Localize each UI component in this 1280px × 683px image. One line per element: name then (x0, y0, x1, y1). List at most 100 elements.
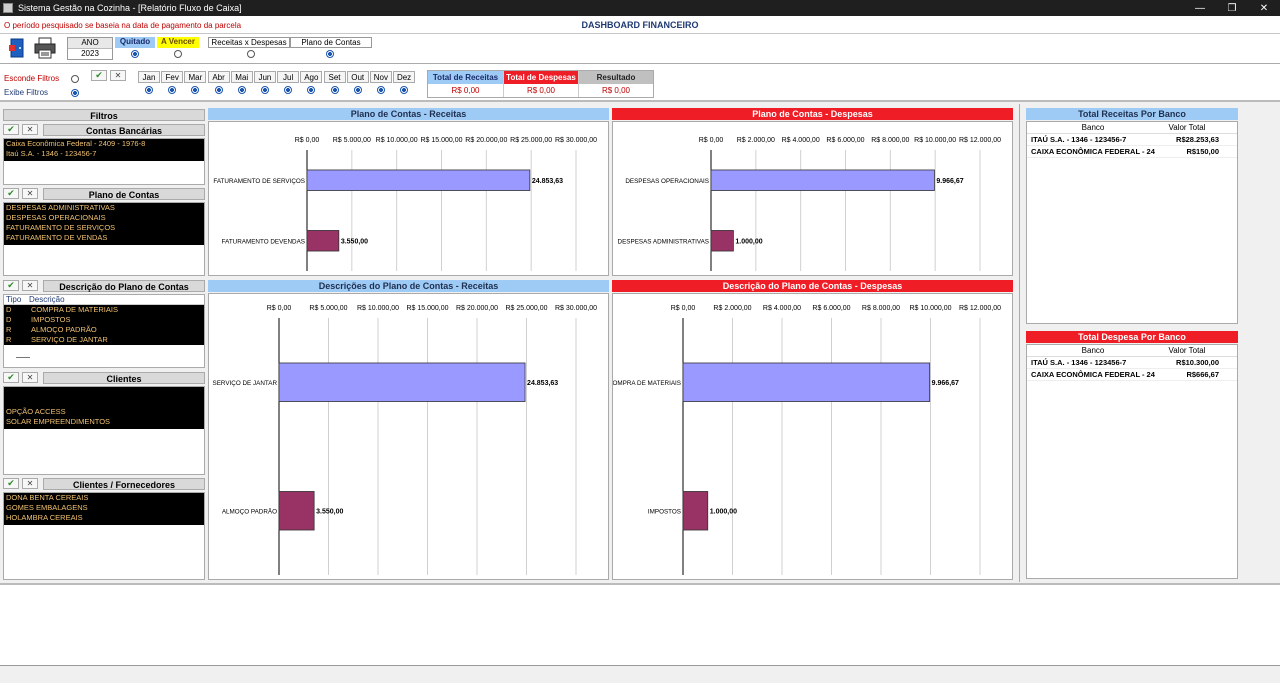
window-titlebar: Sistema Gestão na Cozinha - [Relatório F… (0, 0, 1280, 16)
contas-clear-button[interactable]: ✕ (22, 124, 38, 135)
list-item[interactable]: GOMES EMBALAGENS (6, 503, 88, 512)
table-row[interactable]: ITAÚ S.A. - 1346 - 123456-7 R$10.300,00 (1027, 357, 1237, 369)
month-mai[interactable]: Mai (230, 71, 253, 96)
bar[interactable] (710, 169, 935, 191)
month-radio[interactable] (191, 86, 200, 94)
data-label: 1.000,00 (710, 508, 737, 515)
period-note: O período pesquisado se baseia na data d… (4, 21, 242, 30)
fornecedores-select-all-button[interactable]: ✔ (3, 478, 19, 489)
month-jan[interactable]: Jan (138, 71, 160, 96)
table-row[interactable]: CAIXA ECONÔMICA FEDERAL - 2409 R$150,00 (1027, 146, 1237, 158)
tick-label: R$ 15.000,00 (420, 137, 462, 144)
tick-label: R$ 20.000,00 (465, 137, 507, 144)
bar[interactable] (278, 362, 526, 402)
contas-select-all-button[interactable]: ✔ (3, 124, 19, 135)
tick-label: R$ 30.000,00 (555, 305, 597, 312)
month-jul[interactable]: Jul (277, 71, 300, 96)
month-ago[interactable]: Ago (300, 71, 323, 96)
month-abr[interactable]: Abr (207, 71, 230, 96)
plano-contas-radio[interactable] (326, 50, 334, 58)
month-out[interactable]: Out (346, 71, 369, 96)
year-input[interactable]: 2023 (81, 49, 99, 58)
list-item[interactable]: HOLAMBRA CEREAIS (6, 513, 83, 522)
close-icon[interactable]: ✕ (1259, 2, 1269, 14)
month-radio[interactable] (400, 86, 409, 94)
tick-label: R$ 15.000,00 (406, 305, 448, 312)
chart-descricao-receitas: R$ 0,00 R$ 5.000,00 R$ 10.000,00 R$ 15.000,… (213, 305, 597, 575)
month-radio[interactable] (353, 86, 362, 94)
month-radio[interactable] (260, 86, 269, 94)
descricao-select-all-button[interactable]: ✔ (3, 280, 19, 291)
avencer-radio[interactable] (174, 50, 182, 58)
month-radio[interactable] (307, 86, 316, 94)
bar[interactable] (306, 230, 340, 252)
tick-label: R$ 5.000,00 (333, 137, 371, 144)
descricao-clear-button[interactable]: ✕ (22, 280, 38, 291)
esconde-filtros-radio[interactable] (71, 75, 79, 83)
list-item[interactable]: DESPESAS OPERACIONAIS (6, 213, 106, 222)
quitado-radio[interactable] (131, 50, 139, 58)
plano-select-all-button[interactable]: ✔ (3, 188, 19, 199)
receitas-banco-title: Total Receitas Por Banco (1026, 108, 1238, 120)
receitas-despesas-option: Receitas x Despesas (208, 37, 290, 48)
window-title: Sistema Gestão na Cozinha - [Relatório F… (18, 3, 242, 13)
minimize-icon[interactable]: — (1195, 2, 1205, 14)
contas-bancarias-list[interactable]: Caixa Econômica Federal - 2409 - 1976-8 … (3, 138, 205, 185)
clientes-fornecedores-list[interactable]: DONA BENTA CEREAIS GOMES EMBALAGENS HOLA… (3, 492, 205, 580)
month-dez[interactable]: Dez (393, 71, 416, 96)
month-radio[interactable] (214, 86, 223, 94)
month-set[interactable]: Set (323, 71, 346, 96)
receitas-despesas-radio[interactable] (247, 50, 255, 58)
month-nov[interactable]: Nov (369, 71, 392, 96)
data-label: 24.853,63 (527, 380, 558, 387)
category-label: COMPRA DE MATERIAIS (613, 380, 681, 387)
month-radio[interactable] (237, 86, 246, 94)
category-label: SERVIÇO DE JANTAR (213, 380, 278, 387)
clientes-select-all-button[interactable]: ✔ (3, 372, 19, 383)
tick-label: R$ 8.000,00 (862, 305, 900, 312)
list-item[interactable]: Caixa Econômica Federal - 2409 - 1976-8 (6, 139, 146, 148)
fornecedores-clear-button[interactable]: ✕ (22, 478, 38, 489)
list-item[interactable]: OPÇÃO ACCESS (6, 407, 66, 416)
list-item[interactable]: Itaú S.A. - 1346 - 123456-7 (6, 149, 97, 158)
print-button[interactable] (33, 37, 57, 59)
bar[interactable] (682, 362, 931, 402)
month-radio[interactable] (145, 86, 153, 94)
month-radio[interactable] (376, 86, 385, 94)
list-item[interactable]: DESPESAS ADMINISTRATIVAS (6, 203, 115, 212)
plano-clear-button[interactable]: ✕ (22, 188, 38, 199)
list-item[interactable]: DONA BENTA CEREAIS (6, 493, 89, 502)
bar[interactable] (306, 169, 531, 191)
month-radio[interactable] (330, 86, 339, 94)
table-row[interactable]: R ALMOÇO PADRÃO (6, 325, 97, 334)
month-radio[interactable] (284, 86, 293, 94)
plano-contas-list[interactable]: DESPESAS ADMINISTRATIVAS DESPESAS OPERAC… (3, 202, 205, 276)
bar[interactable] (682, 491, 709, 531)
exit-button[interactable] (7, 37, 27, 59)
month-radio[interactable] (168, 86, 177, 94)
month-fev[interactable]: Fev (161, 71, 184, 96)
month-mar[interactable]: Mar (184, 71, 207, 96)
table-row[interactable]: D IMPOSTOS (6, 315, 71, 324)
table-row[interactable]: D COMPRA DE MATERIAIS (6, 305, 118, 314)
table-row[interactable]: ITAÚ S.A. - 1346 - 123456-7 R$28.253,63 (1027, 134, 1237, 146)
clientes-list[interactable]: OPÇÃO ACCESS SOLAR EMPREENDIMENTOS (3, 386, 205, 475)
table-row[interactable]: CAIXA ECONÔMICA FEDERAL - 2409 R$666,67 (1027, 369, 1237, 381)
tick-label: R$ 20.000,00 (456, 305, 498, 312)
month-jun[interactable]: Jun (253, 71, 276, 96)
clear-months-button[interactable]: ✕ (110, 70, 126, 81)
descricao-plano-grid[interactable]: Tipo Descrição D COMPRA DE MATERIAIS D IMP… (3, 294, 205, 368)
bar[interactable] (278, 491, 315, 531)
list-item[interactable]: SOLAR EMPREENDIMENTOS (6, 417, 111, 426)
year-box: ANO 2023 (67, 37, 113, 60)
bar[interactable] (710, 230, 734, 252)
restore-icon[interactable]: ❐ (1227, 2, 1237, 14)
exibe-filtros-radio[interactable] (71, 89, 79, 97)
check-icon: ✔ (7, 280, 15, 290)
clientes-clear-button[interactable]: ✕ (22, 372, 38, 383)
select-all-months-button[interactable]: ✔ (91, 70, 107, 81)
list-item[interactable]: FATURAMENTO DE SERVIÇOS (6, 223, 116, 232)
chart-descricao-despesas: R$ 0,00 R$ 2.000,00 R$ 4.000,00 R$ 6.000,00… (608, 305, 1001, 575)
list-item[interactable]: FATURAMENTO DE VENDAS (6, 233, 108, 242)
table-row[interactable]: R SERVIÇO DE JANTAR (6, 335, 108, 344)
